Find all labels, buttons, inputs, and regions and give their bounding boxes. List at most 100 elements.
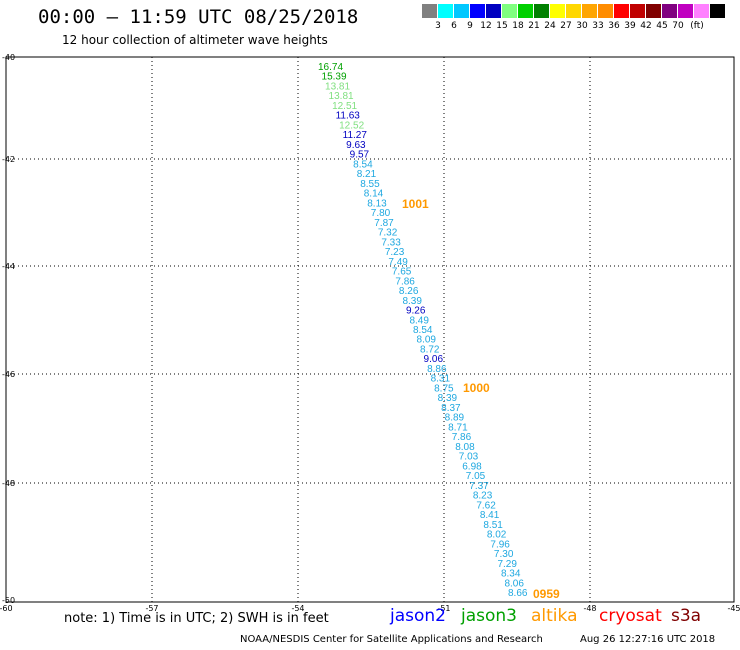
longitude-label: -48 [583,604,596,612]
wave-height-value: 8.06 [504,578,524,589]
map-title: 00:00 – 11:59 UTC 08/25/2018 [38,6,359,28]
wave-height-value: 8.75 [434,383,454,394]
scale-label: 24 [544,21,556,31]
scale-swatch [422,4,437,18]
wave-height-value: 9.57 [350,150,370,161]
pass-time-label: 1000 [463,381,490,395]
scale-swatch [694,4,709,18]
scale-label: 15 [496,21,508,31]
wave-height-value: 8.66 [508,588,528,599]
wave-height-value: 7.03 [459,452,479,463]
wave-height-value: 8.23 [473,491,493,502]
scale-swatch [518,4,533,18]
wave-height-value: 7.29 [497,559,517,570]
map-subtitle: 12 hour collection of altimeter wave hei… [62,33,328,47]
satellite-s3a: s3a [671,606,702,626]
scale-unit: (ft) [690,21,704,31]
wave-height-value: 11.63 [336,111,361,122]
wave-height-value: 8.26 [399,286,419,297]
scale-swatch [598,4,613,18]
scale-label: 70 [672,21,684,31]
wave-height-value: 12.52 [339,120,364,131]
wave-height-value: 8.13 [367,198,387,209]
scale-label: 45 [656,21,668,31]
wave-height-value: 7.86 [395,276,415,287]
wave-height-value: 7.80 [371,208,391,219]
scale-label: 9 [467,21,473,31]
wave-height-value: 8.21 [357,169,377,180]
wave-height-value: 8.39 [402,296,422,307]
longitude-label: -60 [0,604,13,612]
pass-time-label: 0959 [533,587,560,601]
wave-height-value: 7.86 [452,432,472,443]
wave-height-value: 7.32 [378,228,398,239]
wave-height-value: 8.71 [448,422,468,433]
wave-height-value: 8.41 [480,510,500,521]
scale-swatch [710,4,725,18]
wave-height-value: 7.33 [381,237,401,248]
wave-height-value: 8.51 [483,520,503,531]
scale-label: 27 [560,21,572,31]
wave-height-value: 7.30 [494,549,514,560]
wave-height-value: 8.72 [420,344,440,355]
longitude-label: -57 [145,604,158,612]
wave-height-value: 16.74 [318,62,343,73]
wave-height-value: 8.39 [438,393,458,404]
longitude-label: -45 [727,604,740,612]
wave-height-value: 8.54 [413,325,433,336]
scale-swatch [582,4,597,18]
latitude-label: -50 [2,596,15,605]
credit-line: NOAA/NESDIS Center for Satellite Applica… [240,634,543,645]
wave-height-value: 13.81 [329,91,354,102]
longitude-label: -51 [437,604,450,612]
scale-swatch [502,4,517,18]
wave-height-value: 8.14 [364,189,384,200]
scale-label: 18 [512,21,524,31]
pass-time-label: 1001 [402,197,429,211]
wave-height-value: 7.23 [385,247,405,258]
scale-swatch [646,4,661,18]
wave-height-value: 8.34 [501,569,521,580]
wave-height-value: 8.02 [487,530,507,541]
latitude-label: -46 [2,370,15,379]
scale-label: 42 [640,21,652,31]
scale-swatch [534,4,549,18]
scale-label: 39 [624,21,636,31]
scale-swatch [630,4,645,18]
scale-label: 6 [451,21,457,31]
wave-height-value: 8.37 [441,403,461,414]
wave-height-value: 7.05 [466,471,486,482]
wave-height-value: 12.51 [332,101,357,112]
wave-height-value: 9.26 [406,306,426,317]
wave-height-value: 7.49 [388,257,408,268]
wave-height-value: 8.08 [455,442,475,453]
wave-height-value: 8.31 [431,374,451,385]
latitude-label: -42 [2,155,15,164]
scale-swatch [678,4,693,18]
scale-swatch [550,4,565,18]
wave-height-value: 7.65 [392,267,412,278]
scale-label: 33 [592,21,604,31]
wave-height-value: 7.37 [469,481,489,492]
wave-height-value: 8.54 [353,159,373,170]
wave-height-value: 8.49 [409,315,429,326]
wave-height-value: 15.39 [322,72,347,83]
scale-swatch [614,4,629,18]
wave-height-value: 8.55 [360,179,380,190]
scale-label: 12 [480,21,492,31]
wave-height-value: 9.06 [424,354,444,365]
satellite-altika: altika [531,606,578,626]
satellite-cryosat: cryosat [599,606,662,626]
wave-height-value: 9.63 [346,140,366,151]
units-note: note: 1) Time is in UTC; 2) SWH is in fe… [64,611,329,626]
scale-label: 30 [576,21,588,31]
wave-height-value: 8.09 [417,335,437,346]
map-frame [5,56,735,603]
wave-height-value: 7.87 [374,218,394,229]
wave-height-value: 11.27 [343,130,368,141]
scale-swatch [486,4,501,18]
wave-height-map: -40 -42 -44 -46 -48 -50-60 -57 -54 -51 -48 -45 16.7… [0,53,740,612]
wave-height-value: 8.89 [445,413,465,424]
scale-swatch [470,4,485,18]
scale-swatch [662,4,677,18]
